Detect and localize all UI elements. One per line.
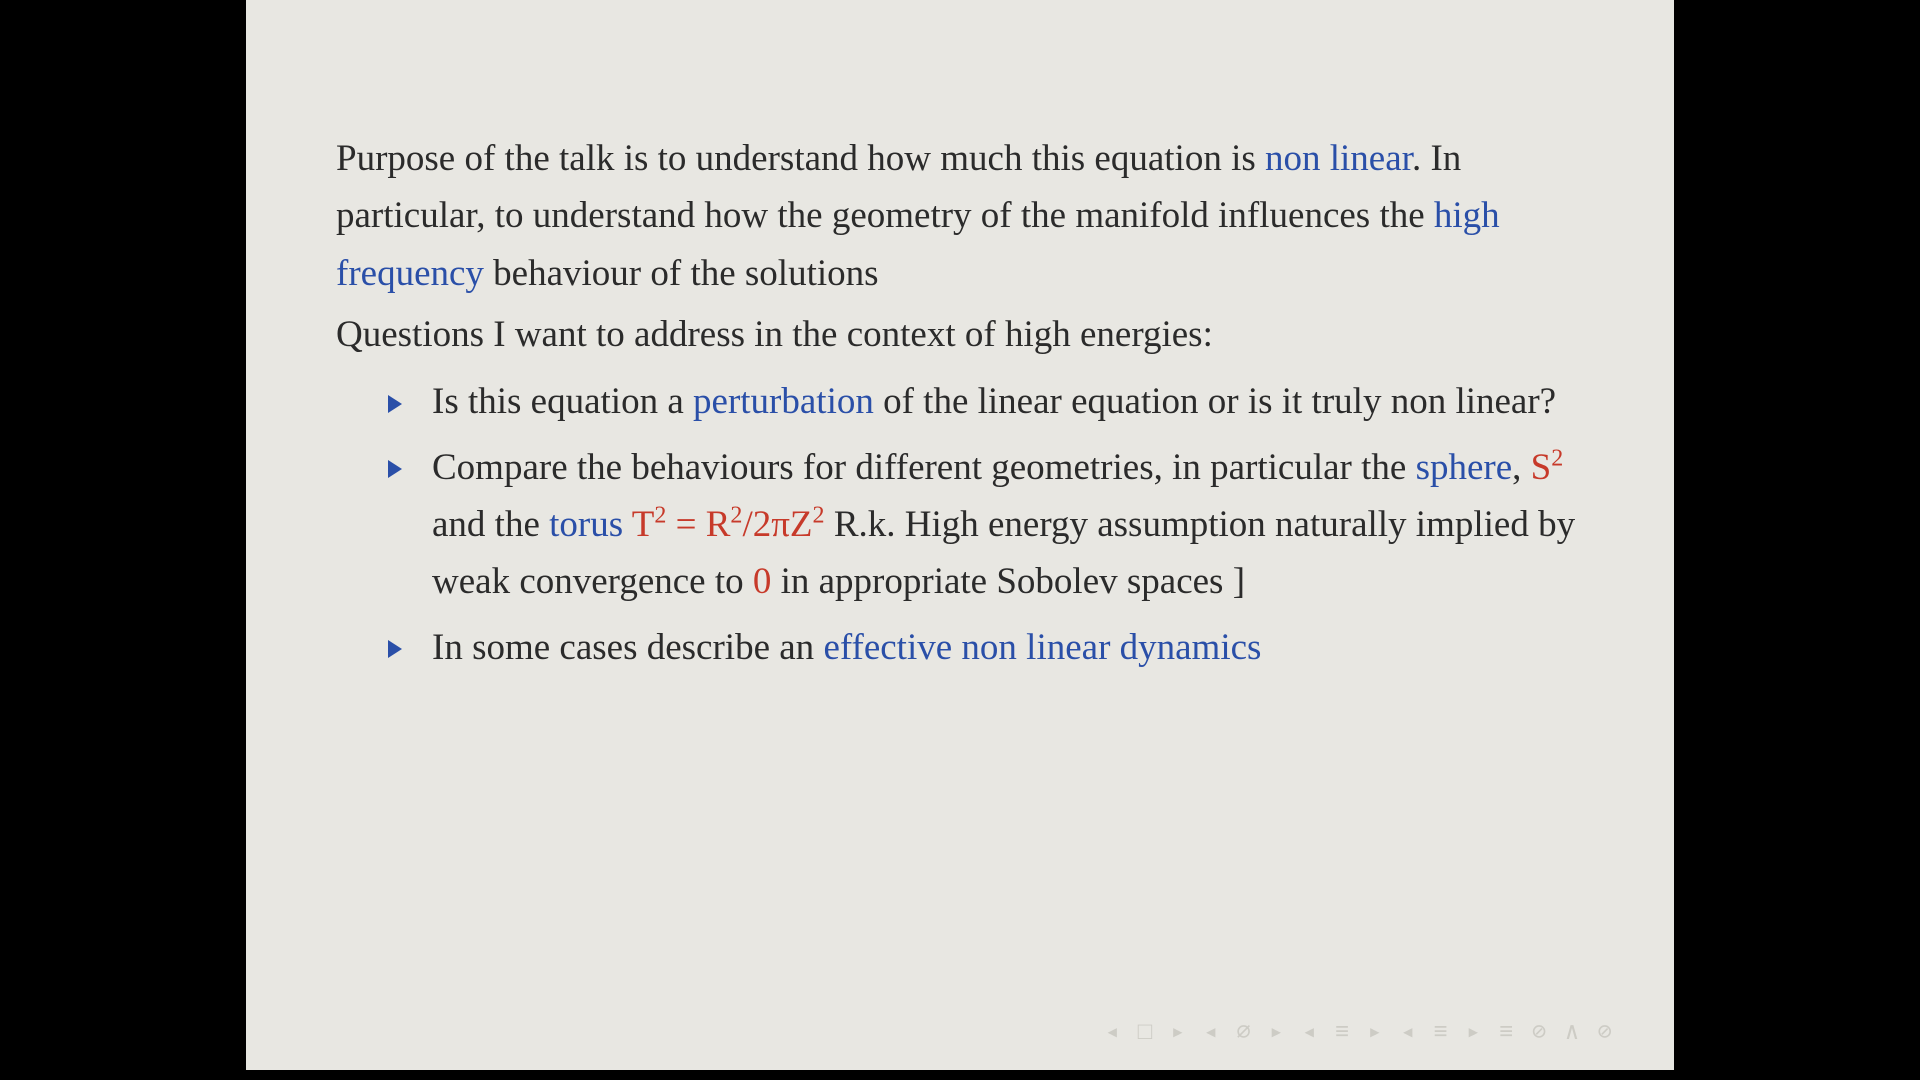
intro-post1b: behaviour of the solutions (484, 253, 879, 294)
b2-sphere-sup: 2 (1551, 445, 1563, 471)
b2-line2b: in appropriate Sobolev spaces ] (771, 561, 1245, 602)
beamer-nav-footer: ◂ □ ▸ ◂ ∅ ▸ ◂ ≡ ▸ ◂ ≡ ▸ ≡ ⊘ ∧ ⊘ (1105, 1015, 1614, 1052)
video-frame: Purpose of the talk is to understand how… (236, 0, 1684, 1080)
b2-comma1: , (1512, 447, 1531, 488)
b2-torus-T-sup: 2 (654, 503, 666, 529)
bullet-list: Is this equation a perturbation of the l… (336, 373, 1584, 676)
letterbox-background: Purpose of the talk is to understand how… (0, 0, 1920, 1080)
b2-zero: 0 (753, 561, 772, 602)
b2-torus-R-sup: 2 (730, 503, 742, 529)
b2-torus-slash: /2π (742, 504, 789, 545)
b3-pre: In some cases describe an (432, 627, 823, 668)
b2-space1 (623, 504, 632, 545)
b2-torus-eq: = (666, 504, 705, 545)
b1-post: of the linear equation or is it truly no… (874, 381, 1556, 422)
b2-torus-R: R (706, 504, 731, 545)
bullet-2: Compare the behaviours for different geo… (388, 439, 1584, 611)
b2-mid: and the (432, 504, 549, 545)
bullet-1: Is this equation a perturbation of the l… (388, 373, 1584, 430)
bullet-3: In some cases describe an effective non … (388, 619, 1584, 676)
b2-torus-Z: Z (790, 504, 813, 545)
intro-pre: Purpose of the talk is to understand how… (336, 138, 1265, 179)
b1-perturbation: perturbation (693, 381, 874, 422)
b2-sphere-symbol: S2 (1531, 447, 1564, 488)
intro-paragraph: Purpose of the talk is to understand how… (336, 130, 1584, 302)
b2-sphere-S: S (1531, 447, 1552, 488)
intro-nonlinear: non linear (1265, 138, 1412, 179)
b2-pre: Compare the behaviours for different geo… (432, 447, 1416, 488)
b2-torus-Z-sup: 2 (813, 503, 825, 529)
b2-torus-T: T (632, 504, 655, 545)
b2-sphere-word: sphere (1416, 447, 1513, 488)
lead-line: Questions I want to address in the conte… (336, 306, 1584, 363)
b1-pre: Is this equation a (432, 381, 693, 422)
b3-effective: effective non linear dynamics (823, 627, 1261, 668)
slide: Purpose of the talk is to understand how… (246, 0, 1674, 1070)
b2-torus-word: torus (549, 504, 623, 545)
b2-torus-expr: T2 = R2/2πZ2 (632, 504, 825, 545)
